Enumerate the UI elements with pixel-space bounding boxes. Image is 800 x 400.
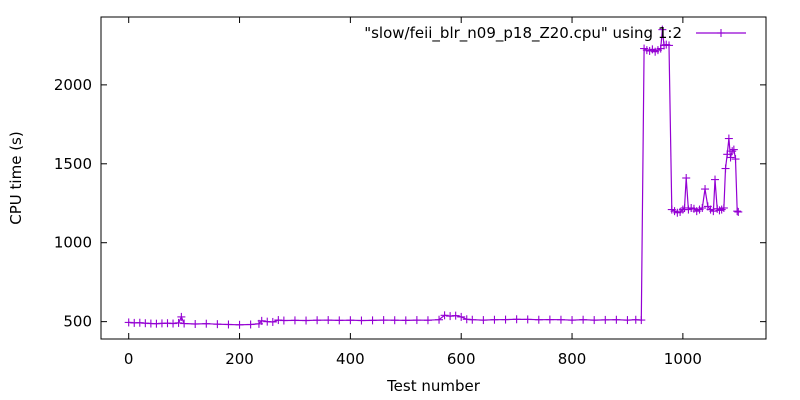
x-tick-label: 200 bbox=[225, 350, 254, 368]
y-tick-label: 500 bbox=[63, 313, 92, 331]
legend-marker-plus bbox=[717, 29, 725, 37]
x-tick-label: 600 bbox=[447, 350, 476, 368]
plot-area-border bbox=[100, 16, 767, 340]
y-tick-label: 1500 bbox=[54, 155, 92, 173]
y-axis-label: CPU time (s) bbox=[7, 131, 25, 224]
y-tick-label: 2000 bbox=[54, 76, 92, 94]
x-axis-label: Test number bbox=[386, 377, 481, 395]
y-tick-label: 1000 bbox=[54, 234, 92, 252]
x-tick-label: 1000 bbox=[664, 350, 702, 368]
y-axis-ticks: 500 1000 1500 2000 bbox=[54, 76, 766, 331]
legend-entry-label: "slow/feii_blr_n09_p18_Z20.cpu" using 1:… bbox=[364, 24, 682, 43]
series-group bbox=[124, 25, 743, 329]
x-tick-label: 800 bbox=[558, 350, 587, 368]
x-tick-label: 0 bbox=[124, 350, 134, 368]
x-tick-label: 400 bbox=[336, 350, 365, 368]
legend: "slow/feii_blr_n09_p18_Z20.cpu" using 1:… bbox=[364, 24, 746, 43]
series-markers bbox=[124, 25, 743, 329]
x-axis-ticks: 0 200 400 600 800 1000 bbox=[124, 17, 702, 368]
